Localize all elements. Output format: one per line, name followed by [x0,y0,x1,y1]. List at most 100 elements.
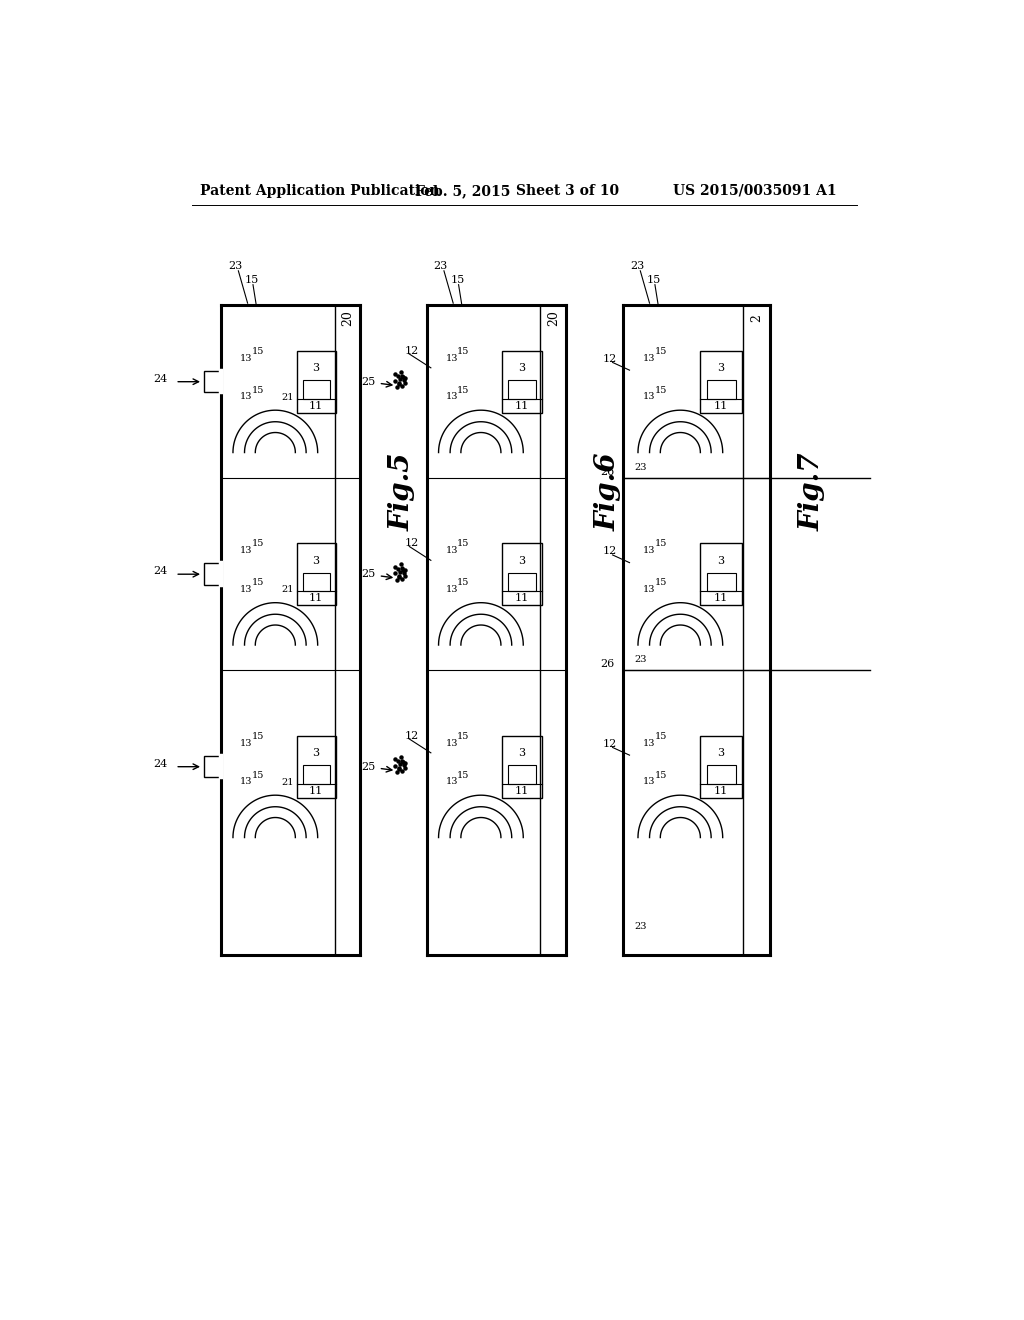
Bar [503,737,542,797]
Text: 23: 23 [630,261,644,271]
Text: 15: 15 [457,578,469,587]
Text: 12: 12 [404,346,419,356]
Bar [205,564,221,585]
Bar [700,351,742,412]
Text: 13: 13 [240,585,252,594]
Text: 11: 11 [515,593,528,603]
Text: 12: 12 [602,739,616,748]
Text: 13: 13 [240,392,252,401]
Text: 15: 15 [252,731,264,741]
Text: 15: 15 [647,275,662,285]
Text: 15: 15 [252,578,264,587]
Text: 24: 24 [154,759,168,768]
Text: 15: 15 [655,731,668,741]
Text: Fig.5: Fig.5 [389,453,416,531]
Text: 15: 15 [252,385,264,395]
Text: 15: 15 [655,539,668,548]
Bar [205,371,221,392]
Text: 15: 15 [252,771,264,780]
Text: 25: 25 [361,376,376,387]
Bar [503,544,542,605]
Text: 3: 3 [518,363,525,374]
Text: 15: 15 [655,578,668,587]
Bar [297,351,336,412]
Text: 25: 25 [361,762,376,772]
Text: 13: 13 [445,777,458,785]
Text: 20: 20 [341,310,354,326]
Text: 3: 3 [312,556,319,566]
Text: 11: 11 [714,401,728,411]
Text: 11: 11 [714,785,728,796]
Bar [503,351,542,412]
Text: 23: 23 [228,261,243,271]
Text: 12: 12 [602,546,616,556]
Text: 11: 11 [309,785,324,796]
Text: 13: 13 [643,354,655,363]
Text: 13: 13 [445,392,458,401]
Text: 23: 23 [434,261,447,271]
Bar [707,380,735,399]
Text: 24: 24 [154,566,168,576]
Text: 13: 13 [643,392,655,401]
Text: 15: 15 [252,539,264,548]
Text: 15: 15 [457,385,469,395]
Text: 24: 24 [154,374,168,384]
Text: Feb. 5, 2015: Feb. 5, 2015 [416,183,511,198]
Text: 21: 21 [282,393,294,401]
Text: 15: 15 [457,771,469,780]
Text: 13: 13 [643,585,655,594]
Text: 13: 13 [240,546,252,556]
Text: 13: 13 [445,739,458,748]
Text: 11: 11 [309,593,324,603]
Text: 13: 13 [643,739,655,748]
Text: 23: 23 [634,655,646,664]
Text: 26: 26 [600,659,614,669]
Text: 23: 23 [634,921,646,931]
Bar [700,544,742,605]
Text: 21: 21 [282,777,294,787]
Text: 11: 11 [714,593,728,603]
Bar [707,573,735,591]
Text: 3: 3 [718,363,725,374]
Text: 3: 3 [312,363,319,374]
Text: 11: 11 [515,785,528,796]
Text: 15: 15 [457,347,469,355]
Text: 3: 3 [518,556,525,566]
Bar [297,737,336,797]
Bar [205,756,221,777]
Text: 12: 12 [404,539,419,548]
Text: 2: 2 [750,314,763,322]
Text: 23: 23 [634,463,646,471]
Text: 13: 13 [445,585,458,594]
Text: Patent Application Publication: Patent Application Publication [200,183,439,198]
Bar [303,573,331,591]
Text: 11: 11 [515,401,528,411]
Text: 3: 3 [312,748,319,758]
Bar [700,737,742,797]
Text: 15: 15 [245,275,259,285]
Text: 13: 13 [643,546,655,556]
Text: Sheet 3 of 10: Sheet 3 of 10 [515,183,618,198]
Text: 13: 13 [445,546,458,556]
Bar [303,380,331,399]
Bar [508,573,536,591]
Text: 13: 13 [240,777,252,785]
Text: 12: 12 [404,731,419,741]
Text: 13: 13 [445,354,458,363]
Text: 13: 13 [643,777,655,785]
Text: 3: 3 [518,748,525,758]
Text: Fig.6: Fig.6 [595,453,622,531]
Bar [508,766,536,784]
Text: 20: 20 [547,310,560,326]
Bar [297,544,336,605]
Text: 26: 26 [600,467,614,477]
Text: 15: 15 [655,385,668,395]
Text: 3: 3 [718,748,725,758]
Text: 15: 15 [655,347,668,355]
Text: 15: 15 [457,731,469,741]
Text: 21: 21 [282,585,294,594]
Text: 3: 3 [718,556,725,566]
Bar [303,766,331,784]
Text: 11: 11 [309,401,324,411]
Text: 13: 13 [240,739,252,748]
